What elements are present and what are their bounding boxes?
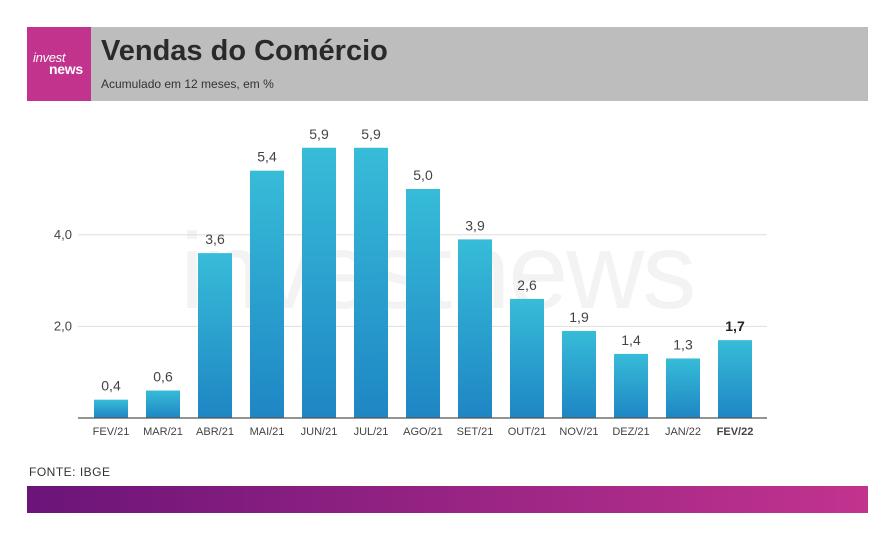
bar bbox=[406, 189, 440, 418]
bar bbox=[458, 239, 492, 418]
bar bbox=[198, 253, 232, 418]
bar bbox=[354, 147, 388, 418]
x-tick-label: NOV/21 bbox=[559, 426, 598, 438]
x-tick-label: AGO/21 bbox=[403, 426, 443, 438]
value-label: 2,6 bbox=[517, 277, 537, 293]
bars bbox=[94, 147, 752, 418]
x-tick-label: FEV/21 bbox=[93, 426, 130, 438]
value-label: 0,6 bbox=[153, 369, 173, 385]
x-tick-label: JUN/21 bbox=[301, 426, 338, 438]
value-label: 5,4 bbox=[257, 149, 277, 165]
x-tick-label: OUT/21 bbox=[508, 426, 547, 438]
value-label: 5,0 bbox=[413, 167, 433, 183]
bar bbox=[302, 147, 336, 418]
x-tick-label: DEZ/21 bbox=[612, 426, 649, 438]
source-note: FONTE: IBGE bbox=[29, 465, 111, 479]
bar bbox=[94, 399, 128, 418]
x-tick-label: ABR/21 bbox=[196, 426, 234, 438]
bar bbox=[614, 353, 648, 418]
chart-header: invest news Vendas do Comércio Acumulado… bbox=[27, 27, 868, 101]
value-label: 0,4 bbox=[101, 378, 121, 394]
bar bbox=[666, 358, 700, 418]
value-label: 1,4 bbox=[621, 332, 641, 348]
value-label: 1,9 bbox=[569, 309, 589, 325]
y-tick-label: 4,0 bbox=[54, 227, 72, 242]
value-label: 5,9 bbox=[309, 126, 329, 142]
x-tick-label: FEV/22 bbox=[717, 426, 754, 438]
logo-text-invest: invest bbox=[33, 50, 66, 65]
bar bbox=[718, 340, 752, 418]
x-tick-label: SET/21 bbox=[457, 426, 494, 438]
bar bbox=[250, 170, 284, 418]
chart-title: Vendas do Comércio bbox=[101, 35, 388, 67]
footer-band bbox=[27, 486, 868, 513]
axes: 2,0 4,0 FEV/21 MAR/21 ABR/21 MAI/21 JUN/21 JUL/… bbox=[54, 227, 767, 438]
investnews-logo: invest news bbox=[27, 27, 91, 101]
x-tick-label: MAI/21 bbox=[250, 426, 285, 438]
bar bbox=[146, 390, 180, 418]
value-label: 1,7 bbox=[725, 318, 745, 334]
value-labels: 0,4 0,6 3,6 5,4 5,9 5,9 5,0 3,9 2,6 1,9 1,4 1,3 1,7 bbox=[101, 126, 745, 394]
chart-subtitle: Acumulado em 12 meses, em % bbox=[101, 77, 274, 91]
value-label: 3,6 bbox=[205, 231, 225, 247]
value-label: 1,3 bbox=[673, 336, 693, 352]
bar bbox=[562, 330, 596, 418]
x-tick-label: MAR/21 bbox=[143, 426, 183, 438]
value-label: 3,9 bbox=[465, 217, 485, 233]
value-label: 5,9 bbox=[361, 126, 381, 142]
logo-text-news: news bbox=[49, 61, 83, 77]
y-tick-label: 2,0 bbox=[54, 318, 72, 333]
x-tick-label: JAN/22 bbox=[665, 426, 701, 438]
x-tick-label: JUL/21 bbox=[354, 426, 389, 438]
bar bbox=[510, 298, 544, 418]
